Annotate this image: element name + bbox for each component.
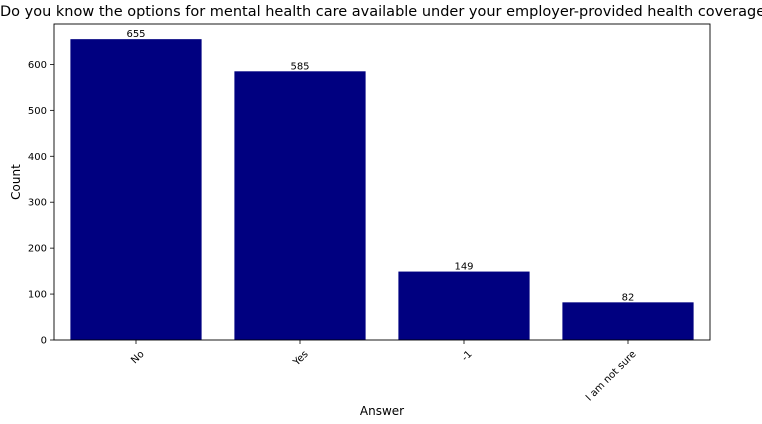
y-axis: 0 100 200 300 400 500 600 xyxy=(28,60,54,347)
bar-1 xyxy=(234,71,366,340)
y-tick-label: 400 xyxy=(28,152,47,163)
x-tick-label: Yes xyxy=(291,349,311,369)
data-label: 655 xyxy=(126,29,145,40)
data-label: 149 xyxy=(454,262,473,273)
x-axis: No Yes -1 I am not sure xyxy=(129,340,639,404)
data-labels: 655 585 149 82 xyxy=(126,29,634,303)
y-tick-label: 200 xyxy=(28,244,47,255)
bar-0 xyxy=(70,39,202,340)
plot-frame xyxy=(53,23,711,341)
y-tick-label: 0 xyxy=(41,336,47,347)
data-label: 585 xyxy=(290,61,309,72)
y-tick-label: 500 xyxy=(28,106,47,117)
chart-title: Do you know the options for mental healt… xyxy=(0,4,762,20)
x-axis-label: Answer xyxy=(360,404,404,418)
bars-group xyxy=(70,39,694,340)
bar-3 xyxy=(562,302,694,340)
x-tick-label: I am not sure xyxy=(584,349,639,404)
y-tick-label: 100 xyxy=(28,290,47,301)
data-label: 82 xyxy=(622,292,635,303)
y-tick-label: 600 xyxy=(28,60,47,71)
x-tick-label: -1 xyxy=(460,349,475,364)
y-axis-label: Count xyxy=(9,164,23,200)
bar-2 xyxy=(398,271,530,340)
x-tick-label: No xyxy=(129,349,146,366)
y-tick-label: 300 xyxy=(28,198,47,209)
